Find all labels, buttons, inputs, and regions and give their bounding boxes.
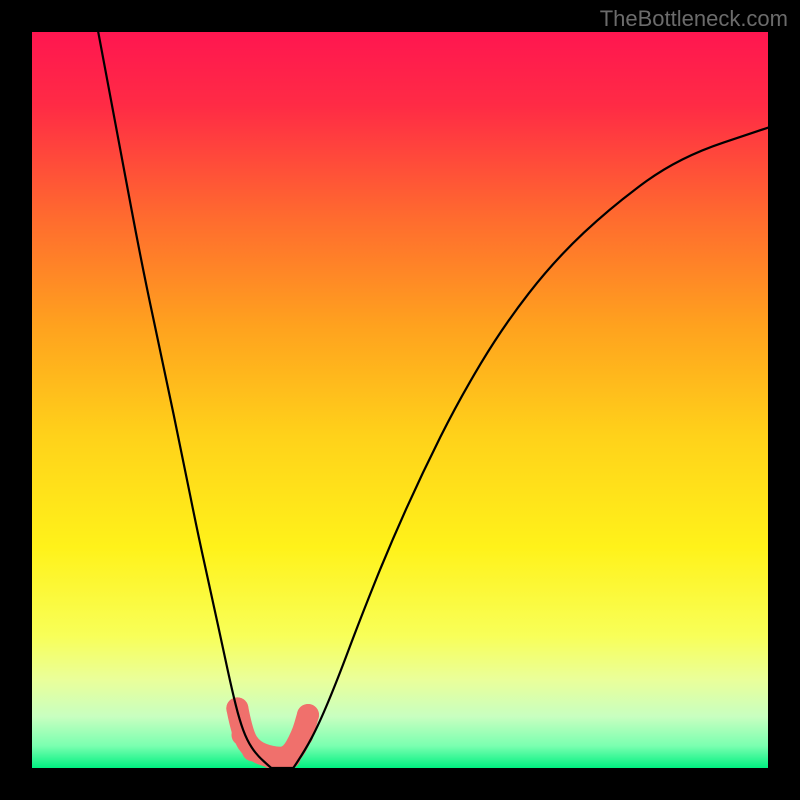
watermark-text: TheBottleneck.com xyxy=(600,6,788,32)
marker-dot xyxy=(279,747,301,768)
bottleneck-curve-chart xyxy=(32,32,768,768)
gradient-background xyxy=(32,32,768,768)
marker-dot xyxy=(297,704,319,726)
